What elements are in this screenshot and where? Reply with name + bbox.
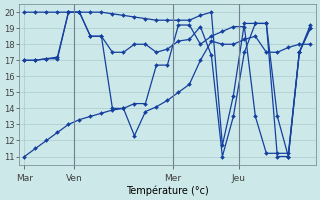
X-axis label: Température (°c): Température (°c): [126, 185, 209, 196]
